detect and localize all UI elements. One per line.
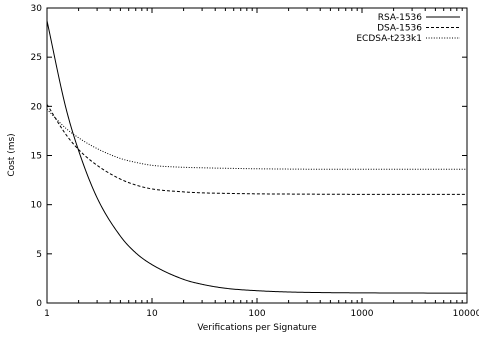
x-tick-label: 10000 (453, 309, 479, 319)
series-line-dsa-1536 (46, 104, 467, 195)
y-tick-label: 25 (31, 53, 42, 63)
x-tick-label: 10 (146, 309, 158, 319)
y-tick-label: 15 (31, 152, 42, 162)
legend-label: RSA-1536 (378, 13, 423, 23)
y-tick-label: 0 (36, 299, 42, 309)
legend-label: DSA-1536 (377, 24, 422, 34)
x-axis-title: Verifications per Signature (197, 323, 317, 333)
x-tick-label: 1000 (351, 309, 374, 319)
y-axis-title: Cost (ms) (7, 133, 17, 176)
y-tick-label: 30 (31, 4, 43, 14)
series-line-rsa-1536 (46, 20, 468, 294)
legend-label: ECDSA-t233k1 (356, 34, 422, 44)
series-lines (46, 20, 468, 294)
y-tick-label: 20 (31, 102, 43, 112)
y-tick-label: 5 (36, 250, 42, 260)
y-tick-label: 10 (31, 201, 43, 211)
x-tick-label: 100 (248, 309, 265, 319)
plot-frame (46, 7, 468, 304)
x-tick-label: 1 (44, 309, 50, 319)
axis-ticks: 0 5 10 15 20 25 30 1 10 100 1000 10000 (31, 4, 479, 319)
series-line-ecdsa-t233k1 (46, 108, 467, 170)
